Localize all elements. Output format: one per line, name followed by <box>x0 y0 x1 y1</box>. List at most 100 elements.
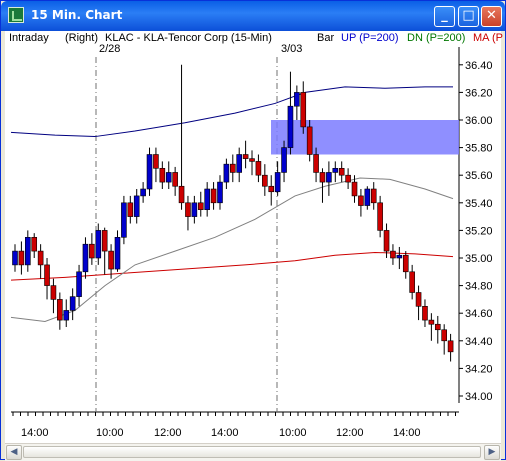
price-tick-label: 34.40 <box>465 336 493 348</box>
time-tick-label: 12:00 <box>154 427 182 439</box>
scroll-right-arrow-icon[interactable]: ▶ <box>484 445 500 460</box>
candle-body <box>165 172 172 183</box>
candle-body <box>409 271 415 293</box>
title-bar[interactable]: 15 Min. Chart _ □ ✕ <box>1 1 505 31</box>
close-button[interactable]: ✕ <box>481 6 502 27</box>
time-tick-label: 14:00 <box>21 427 49 439</box>
candle-body <box>101 230 108 252</box>
candlestick-chart: 36.40 36.20 36.00 35.80 35.60 35.40 35.20 35.00… <box>10 47 493 439</box>
price-tick-label: 36.00 <box>465 115 493 127</box>
candle-body <box>18 250 25 266</box>
candle-body <box>223 163 230 183</box>
price-tick-label: 36.20 <box>465 87 493 99</box>
header-style: Bar <box>317 32 335 44</box>
candle-body <box>268 185 275 193</box>
header-mode: Intraday <box>9 32 49 44</box>
candle-body <box>441 329 447 342</box>
time-tick-label: 10:00 <box>279 427 307 439</box>
candle-body <box>82 243 89 273</box>
date-marker-2: 3/03 <box>281 43 303 55</box>
signal-line <box>10 177 454 322</box>
time-tick-label: 14:00 <box>393 427 421 439</box>
candle-body <box>377 202 383 231</box>
time-tick-label: 14:00 <box>211 427 239 439</box>
candle-body <box>31 237 38 252</box>
price-tick-label: 34.20 <box>465 363 493 375</box>
candle-body <box>69 296 76 311</box>
candle-body <box>396 254 403 259</box>
candle-body <box>95 230 102 259</box>
candle-body <box>50 285 57 300</box>
header-dn-indicator: DN (P=200) <box>407 32 466 44</box>
candle-body <box>402 254 409 273</box>
candle-body <box>326 172 332 183</box>
candle-body <box>178 185 185 204</box>
candle-body <box>217 181 223 204</box>
candle-body <box>358 195 364 206</box>
candle-body <box>345 174 351 183</box>
header-symbol: KLAC - KLA-Tencor Corp (15-Min) <box>105 32 272 44</box>
candle-body <box>332 168 339 173</box>
candle-body <box>447 340 454 353</box>
candle-body <box>236 154 243 173</box>
candle-body <box>146 154 153 190</box>
candle-body <box>294 92 300 107</box>
candle-body <box>89 243 95 259</box>
candle-body <box>57 299 63 321</box>
candle-body <box>140 188 146 197</box>
price-tick-label: 34.00 <box>465 391 493 403</box>
candle-body <box>287 105 294 148</box>
candle-body <box>229 163 236 173</box>
time-tick-label: 12:00 <box>336 427 364 439</box>
candle-body <box>37 250 44 266</box>
candle-body <box>204 188 210 211</box>
minimize-button[interactable]: _ <box>434 6 455 27</box>
price-tick-label: 34.60 <box>465 308 493 320</box>
candle-body <box>390 250 396 259</box>
price-tick-label: 35.40 <box>465 198 493 210</box>
header-up-indicator: UP (P=200) <box>341 32 399 44</box>
candle-body <box>210 188 217 204</box>
candle-body <box>197 202 204 211</box>
candle-body <box>306 126 313 155</box>
chart-app-icon <box>8 7 24 23</box>
price-tick-label: 35.60 <box>465 170 493 182</box>
candle-body <box>338 168 345 176</box>
time-tick-label: 10:00 <box>96 427 124 439</box>
candle-body <box>428 319 435 325</box>
candle-body <box>44 264 50 286</box>
candle-body <box>63 310 70 321</box>
price-zone <box>271 120 459 155</box>
candle-body <box>255 161 262 176</box>
candle-body <box>121 202 127 238</box>
scroll-left-arrow-icon[interactable]: ◀ <box>6 445 22 460</box>
candle-body <box>153 154 159 169</box>
price-tick-label: 35.00 <box>465 253 493 265</box>
candle-body <box>313 154 319 173</box>
candle-body <box>415 292 422 307</box>
price-tick-label: 35.20 <box>465 225 493 237</box>
candle-body <box>422 305 428 321</box>
candle-body <box>274 172 281 193</box>
price-tick-label: 36.40 <box>465 60 493 72</box>
candle-body <box>127 202 134 217</box>
candle-body <box>281 147 287 173</box>
price-tick-label: 34.80 <box>465 281 493 293</box>
header-axis: (Right) <box>65 32 99 44</box>
horizontal-scrollbar[interactable]: ◀ ▶ <box>5 443 501 461</box>
header-ma-indicator: MA (P <box>473 32 503 44</box>
candle-body <box>351 181 358 197</box>
date-marker-1: 2/28 <box>99 43 121 55</box>
candle-body <box>172 172 178 187</box>
candle-body <box>108 250 114 270</box>
chart-area[interactable]: Intraday (Right) KLAC - KLA-Tencor Corp … <box>5 31 503 443</box>
maximize-button[interactable]: □ <box>458 6 479 27</box>
candle-body <box>242 154 249 159</box>
candle-body <box>364 188 371 206</box>
candle-body <box>185 202 191 217</box>
candle-body <box>383 230 390 252</box>
scroll-thumb[interactable] <box>23 446 481 458</box>
candle-body <box>159 168 166 183</box>
candle-body <box>191 202 198 217</box>
